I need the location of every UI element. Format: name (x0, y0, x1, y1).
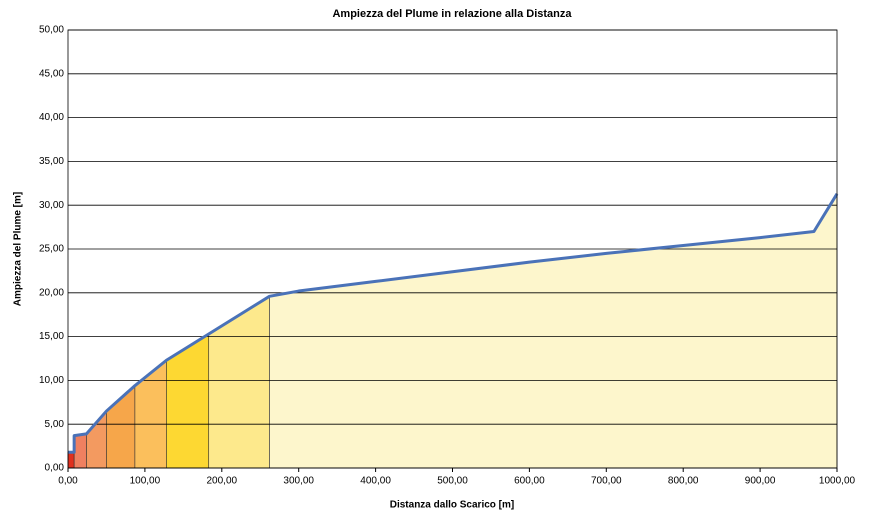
x-tick-label: 500,00 (437, 476, 468, 487)
x-tick-label: 700,00 (591, 476, 622, 487)
y-tick-label: 5,00 (45, 419, 65, 430)
x-tick-label: 1000,00 (819, 476, 856, 487)
y-tick-label: 25,00 (39, 244, 64, 255)
y-axis-label: Ampiezza del Plume [m] (13, 192, 24, 306)
plot-frame (67, 29, 838, 469)
y-tick-label: 15,00 (39, 331, 64, 342)
line (68, 193, 839, 454)
x-tick-label: 900,00 (745, 476, 776, 487)
y-tick-label: 50,00 (39, 25, 64, 36)
x-tick-label: 0,00 (58, 476, 78, 487)
y-tick-label: 0,00 (45, 463, 65, 474)
y-tick-label: 35,00 (39, 156, 64, 167)
x-tick-label: 300,00 (283, 476, 314, 487)
y-tick-label: 40,00 (39, 112, 64, 123)
band (134, 359, 167, 469)
y-tick-label: 10,00 (39, 375, 64, 386)
band (73, 433, 87, 469)
band (166, 333, 210, 469)
x-tick-label: 800,00 (668, 476, 699, 487)
band (269, 192, 838, 469)
chart-title: Ampiezza del Plume in relazione alla Dis… (332, 8, 572, 20)
band (208, 295, 270, 469)
x-tick-label: 200,00 (207, 476, 238, 487)
band (86, 410, 107, 469)
y-tick-label: 45,00 (39, 68, 64, 79)
x-tick-label: 600,00 (514, 476, 545, 487)
y-tick-label: 30,00 (39, 200, 64, 211)
x-axis-label: Distanza dallo Scarico [m] (390, 500, 514, 511)
x-tick-label: 400,00 (360, 476, 391, 487)
y-tick-label: 20,00 (39, 287, 64, 298)
x-tick-label: 100,00 (130, 476, 161, 487)
